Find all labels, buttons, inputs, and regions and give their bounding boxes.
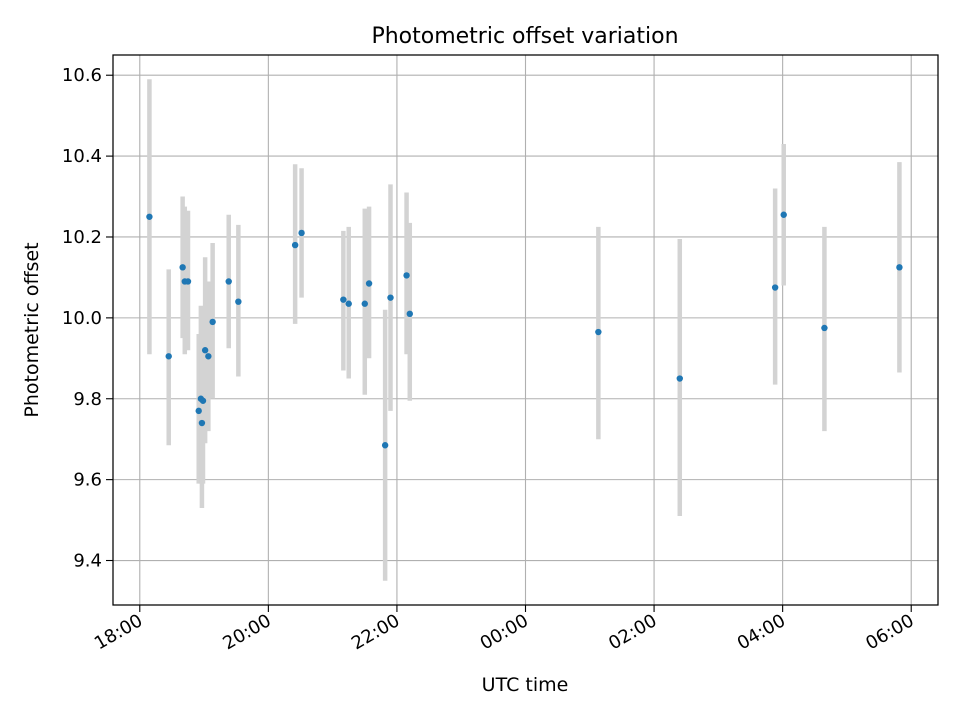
chart-title: Photometric offset variation	[371, 24, 678, 49]
data-point	[896, 264, 903, 271]
data-point	[365, 280, 373, 287]
y-tick-label: 10.0	[62, 308, 102, 329]
data-point	[195, 407, 202, 415]
data-point	[595, 328, 602, 336]
y-tick-label: 10.2	[62, 227, 102, 248]
data-point	[298, 229, 305, 237]
y-tick-label: 9.6	[73, 470, 102, 491]
y-axis-label: Photometric offset	[21, 242, 43, 417]
data-point	[406, 310, 413, 318]
y-tick-label: 10.6	[62, 65, 102, 86]
data-point	[780, 211, 787, 218]
data-point	[676, 375, 683, 382]
data-point	[179, 264, 186, 271]
data-point	[201, 347, 209, 354]
data-point	[146, 213, 153, 220]
data-point	[184, 278, 192, 285]
data-point	[340, 296, 347, 303]
data-point	[291, 241, 299, 249]
data-point	[381, 442, 389, 449]
data-point	[345, 300, 352, 307]
data-point	[771, 284, 779, 291]
y-axis: 9.4 9.6 9.8 10.0 10.2 10.4 10.6	[62, 65, 113, 572]
data-point	[205, 353, 212, 360]
data-point	[165, 353, 172, 360]
data-point	[209, 318, 216, 326]
data-point	[235, 298, 242, 305]
data-point	[821, 324, 828, 332]
data-point	[403, 272, 410, 279]
y-tick-label: 9.8	[73, 389, 102, 410]
data-point	[361, 300, 368, 307]
y-tick-label: 9.4	[73, 551, 102, 572]
data-point	[199, 397, 207, 404]
data-points	[146, 211, 903, 449]
data-point	[225, 278, 232, 285]
y-tick-label: 10.4	[62, 146, 102, 167]
data-point	[198, 419, 206, 427]
x-axis-label: UTC time	[482, 674, 569, 696]
data-point	[387, 294, 394, 301]
